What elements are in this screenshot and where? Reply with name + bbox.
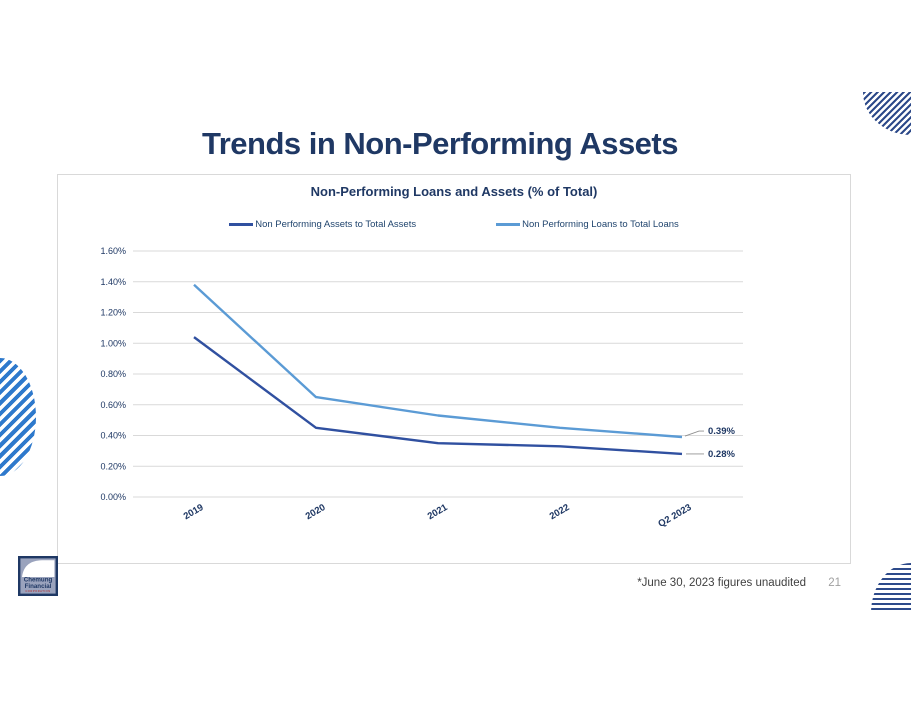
- striped-quarter-circle-bottom-right-icon: [871, 563, 911, 613]
- y-tick-label: 0.00%: [100, 492, 126, 502]
- y-tick-label: 1.20%: [100, 308, 126, 318]
- y-tick-label: 0.20%: [100, 461, 126, 471]
- legend-swatch-icon: [496, 223, 521, 226]
- footnote: *June 30, 2023 figures unaudited: [637, 577, 806, 589]
- x-tick-label: 2019: [182, 502, 206, 522]
- y-tick-label: 0.40%: [100, 431, 126, 441]
- legend-label: Non Performing Loans to Total Loans: [522, 219, 679, 230]
- series-line: [193, 336, 683, 456]
- y-tick-label: 1.60%: [100, 246, 126, 256]
- data-label: 0.28%: [708, 449, 735, 460]
- leader-line: [684, 430, 704, 437]
- logo-arch-icon: [22, 560, 55, 577]
- striped-circle-left-icon: [0, 358, 36, 476]
- page-title: Trends in Non-Performing Assets: [202, 126, 679, 161]
- x-tick-label: Q2 2023: [656, 502, 693, 530]
- line-chart-plot: 0.00% 0.20% 0.40% 0.60% 0.80% 1.00% 1.20% 1.40%…: [100, 246, 743, 530]
- chart-legend: Non Performing Assets to Total Assets Non…: [58, 219, 850, 230]
- series-line: [193, 283, 683, 439]
- x-tick-label: 2021: [426, 502, 450, 522]
- data-label: 0.39%: [708, 426, 735, 437]
- logo-text-3: CORPORATION: [25, 589, 50, 593]
- legend-item: Non Performing Loans to Total Loans: [496, 219, 679, 230]
- x-tick-label: 2022: [548, 502, 572, 522]
- legend-item: Non Performing Assets to Total Assets: [229, 219, 416, 230]
- chart-frame: Non-Performing Loans and Assets (% of To…: [57, 174, 851, 564]
- y-tick-label: 1.40%: [100, 277, 126, 287]
- y-tick-label: 0.80%: [100, 369, 126, 379]
- x-tick-label: 2020: [304, 502, 328, 522]
- y-tick-label: 0.60%: [100, 400, 126, 410]
- chart-title: Non-Performing Loans and Assets (% of To…: [310, 184, 598, 199]
- page-number: 21: [828, 577, 841, 589]
- legend-label: Non Performing Assets to Total Assets: [255, 219, 417, 230]
- logo-text-1: Chemung: [24, 577, 53, 584]
- logo-text-2: Financial: [25, 583, 52, 590]
- company-logo: Chemung Financial CORPORATION: [18, 556, 58, 596]
- y-tick-label: 1.00%: [100, 338, 126, 348]
- legend-swatch-icon: [229, 223, 254, 226]
